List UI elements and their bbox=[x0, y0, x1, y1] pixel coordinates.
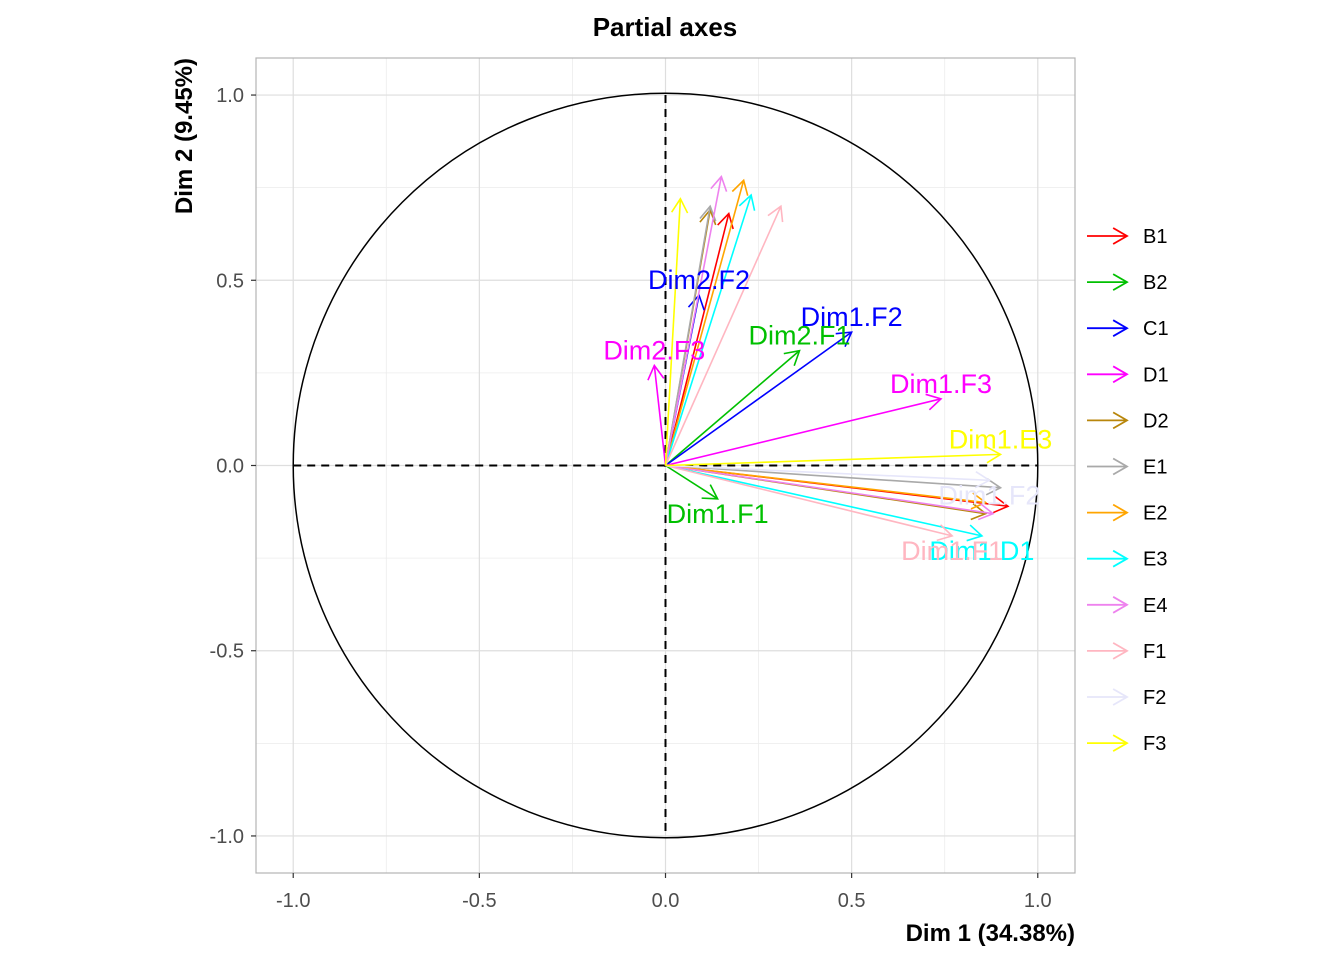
legend-label-D2: D2 bbox=[1143, 410, 1169, 432]
legend-key-E1 bbox=[1087, 457, 1129, 476]
legend-item-E2: E2 bbox=[1087, 503, 1167, 525]
legend-item-F3: F3 bbox=[1087, 733, 1166, 755]
vector-label-D1: Dim1.F3 bbox=[890, 369, 992, 399]
x-tick-label: 0.0 bbox=[652, 890, 680, 912]
axis-ticks: -1.0 -0.5 0.0 0.5 1.0 -1.0 -0.5 0.0 0.5 1.0 bbox=[210, 85, 1052, 912]
vector-arrow-F1 bbox=[664, 204, 784, 466]
legend-item-F1: F1 bbox=[1087, 641, 1166, 663]
legend-key-E4 bbox=[1087, 596, 1129, 614]
vector-arrow-D1 bbox=[647, 363, 667, 466]
vector-arrow-D1 bbox=[665, 393, 943, 467]
x-tick-label: 0.5 bbox=[838, 890, 866, 912]
legend-key-F1 bbox=[1087, 642, 1129, 660]
vector-arrow-E4 bbox=[665, 464, 995, 521]
vector-arrow-F2 bbox=[665, 464, 991, 489]
legend-item-B2: B2 bbox=[1087, 272, 1167, 294]
vector-label-C1: Dim1.F2 bbox=[801, 302, 903, 332]
vector-label-F3: Dim1.E3 bbox=[949, 424, 1053, 454]
x-tick-label: 1.0 bbox=[1024, 890, 1052, 912]
legend-key-F2 bbox=[1087, 688, 1129, 706]
vector-labels-layer: Dim1.F1Dim2.F1Dim1.F2Dim2.F2Dim1.F3Dim2.… bbox=[603, 265, 1052, 566]
vector-arrow-F3 bbox=[665, 446, 1003, 467]
legend-label-F1: F1 bbox=[1143, 641, 1166, 663]
legend-label-E3: E3 bbox=[1143, 549, 1167, 571]
vector-label-B2: Dim1.F1 bbox=[667, 499, 769, 529]
x-axis-title: Dim 1 (34.38%) bbox=[906, 920, 1075, 947]
legend-label-E2: E2 bbox=[1143, 503, 1167, 525]
vector-arrow-B2 bbox=[665, 464, 719, 500]
legend-item-E4: E4 bbox=[1087, 595, 1167, 617]
legend-key-C1 bbox=[1087, 319, 1129, 337]
vector-label-E3: Dim1.D1 bbox=[929, 536, 1034, 566]
vector-arrow-E2 bbox=[665, 464, 988, 510]
legend-item-E1: E1 bbox=[1087, 457, 1167, 479]
vector-arrow-F1 bbox=[665, 464, 954, 542]
vector-label-C1: Dim2.F2 bbox=[648, 265, 750, 295]
y-tick-label: 0.0 bbox=[216, 456, 244, 478]
y-tick-label: 1.0 bbox=[216, 85, 244, 107]
vector-label-D1: Dim2.F3 bbox=[603, 335, 705, 365]
legend-key-B1 bbox=[1087, 227, 1129, 245]
legend: B1 B2 C1 D1 D2 E1 E2 E3 E4 F1 F2 F3 bbox=[1087, 226, 1169, 755]
x-tick-label: -1.0 bbox=[276, 890, 310, 912]
legend-label-D1: D1 bbox=[1143, 364, 1169, 386]
vector-arrow-E2 bbox=[664, 178, 749, 466]
legend-label-B2: B2 bbox=[1143, 272, 1167, 294]
vector-label-B2: Dim2.F1 bbox=[749, 321, 851, 351]
legend-item-F2: F2 bbox=[1087, 687, 1166, 709]
legend-label-F2: F2 bbox=[1143, 687, 1166, 709]
legend-key-F3 bbox=[1087, 734, 1129, 752]
vector-arrow-F3 bbox=[664, 197, 689, 466]
vector-label-F1: Dim1.F1 bbox=[901, 536, 1003, 566]
legend-label-C1: C1 bbox=[1143, 318, 1169, 340]
legend-item-D2: D2 bbox=[1087, 410, 1169, 432]
vector-arrow-E3 bbox=[664, 193, 756, 466]
legend-key-D2 bbox=[1087, 411, 1129, 430]
legend-key-D1 bbox=[1087, 365, 1129, 384]
legend-item-D1: D1 bbox=[1087, 364, 1169, 386]
vector-arrow-E1 bbox=[665, 464, 1003, 496]
legend-key-E3 bbox=[1087, 549, 1129, 568]
chart-title: Partial axes bbox=[593, 12, 738, 42]
vector-arrow-E3 bbox=[665, 464, 984, 542]
legend-label-E1: E1 bbox=[1143, 457, 1167, 479]
legend-label-F3: F3 bbox=[1143, 733, 1166, 755]
legend-key-B2 bbox=[1087, 273, 1129, 291]
y-tick-label: -1.0 bbox=[210, 826, 244, 848]
legend-item-B1: B1 bbox=[1087, 226, 1167, 248]
vector-arrow-B2 bbox=[664, 349, 801, 467]
legend-item-E3: E3 bbox=[1087, 549, 1167, 571]
vector-arrow-E4 bbox=[664, 174, 728, 466]
vector-label-F2: Dim1.F2 bbox=[938, 480, 1040, 510]
legend-key-E2 bbox=[1087, 503, 1129, 522]
y-axis-title: Dim 2 (9.45%) bbox=[171, 58, 198, 214]
y-tick-label: 0.5 bbox=[216, 270, 244, 292]
legend-item-C1: C1 bbox=[1087, 318, 1169, 340]
legend-label-E4: E4 bbox=[1143, 595, 1167, 617]
vector-arrow-C1 bbox=[665, 331, 853, 467]
vectors-layer bbox=[647, 174, 1010, 542]
y-tick-label: -0.5 bbox=[210, 641, 244, 663]
x-tick-label: -0.5 bbox=[462, 890, 496, 912]
legend-label-B1: B1 bbox=[1143, 226, 1167, 248]
